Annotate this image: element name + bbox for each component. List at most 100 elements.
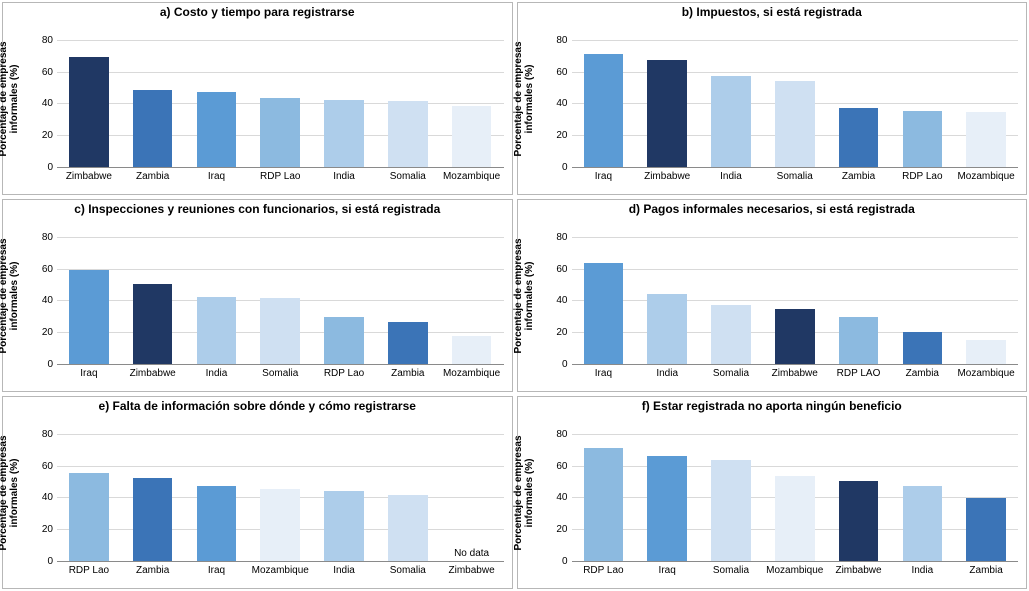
x-tick-label: Zimbabwe — [772, 365, 818, 379]
y-tick-label: 80 — [23, 233, 53, 243]
no-data-label: No data — [452, 548, 492, 559]
panel-f: f) Estar registrada no aporta ningún ben… — [517, 396, 1028, 589]
x-tick-label: RDP LAO — [837, 365, 881, 379]
y-tick-label: 60 — [538, 68, 568, 78]
panel-title: a) Costo y tiempo para registrarse — [3, 5, 512, 19]
x-tick-label: India — [333, 562, 355, 576]
gridline — [57, 269, 504, 270]
bar — [388, 495, 428, 562]
y-tick-label: 20 — [23, 525, 53, 535]
x-tick-label: Iraq — [595, 365, 612, 379]
panel-b: b) Impuestos, si está registradaPorcenta… — [517, 2, 1028, 195]
gridline — [572, 72, 1019, 73]
bar — [775, 81, 815, 168]
bar — [966, 340, 1006, 365]
bar — [260, 98, 300, 168]
y-tick-label: 80 — [538, 233, 568, 243]
bar — [69, 473, 109, 562]
bar — [388, 322, 428, 365]
y-axis-label: Porcentaje de empresas informales (%) — [513, 226, 535, 366]
y-tick-label: 0 — [538, 360, 568, 370]
x-tick-label: Mozambique — [443, 168, 500, 182]
y-tick-label: 60 — [538, 462, 568, 472]
x-tick-label: Iraq — [208, 168, 225, 182]
x-tick-label: Zambia — [391, 365, 424, 379]
bar — [69, 270, 109, 365]
y-tick-label: 40 — [23, 296, 53, 306]
y-tick-label: 40 — [538, 99, 568, 109]
bar — [324, 317, 364, 365]
x-tick-label: Zimbabwe — [66, 168, 112, 182]
y-tick-label: 0 — [538, 557, 568, 567]
x-tick-label: RDP Lao — [69, 562, 109, 576]
y-tick-label: 0 — [538, 163, 568, 173]
panel-title: d) Pagos informales necesarios, si está … — [518, 202, 1027, 216]
bar — [966, 498, 1006, 562]
bar — [197, 486, 237, 562]
bar — [324, 491, 364, 563]
x-tick-label: Zambia — [136, 168, 169, 182]
gridline — [572, 300, 1019, 301]
y-tick-label: 40 — [23, 493, 53, 503]
x-tick-label: Zambia — [136, 562, 169, 576]
gridline — [572, 237, 1019, 238]
panel-c: c) Inspecciones y reuniones con funciona… — [2, 199, 513, 392]
y-axis-label: Porcentaje de empresas informales (%) — [0, 423, 20, 563]
gridline — [572, 434, 1019, 435]
panel-d: d) Pagos informales necesarios, si está … — [517, 199, 1028, 392]
bar — [260, 298, 300, 365]
x-tick-label: India — [206, 365, 228, 379]
x-tick-label: Zimbabwe — [449, 562, 495, 576]
x-tick-label: Mozambique — [957, 168, 1014, 182]
y-tick-label: 40 — [23, 99, 53, 109]
y-tick-label: 40 — [538, 296, 568, 306]
x-tick-label: Somalia — [713, 562, 749, 576]
x-tick-label: RDP Lao — [583, 562, 623, 576]
y-tick-label: 80 — [538, 430, 568, 440]
bar — [966, 112, 1006, 168]
gridline — [57, 72, 504, 73]
plot-area: 020406080IraqZimbabweIndiaSomaliaZambiaR… — [572, 25, 1019, 168]
x-tick-label: RDP Lao — [260, 168, 300, 182]
baseline — [572, 561, 1019, 562]
y-tick-label: 60 — [538, 265, 568, 275]
bar — [133, 284, 173, 365]
x-tick-label: Zimbabwe — [130, 365, 176, 379]
bar — [197, 92, 237, 168]
bar — [388, 101, 428, 168]
y-tick-label: 20 — [538, 525, 568, 535]
x-tick-label: Zimbabwe — [835, 562, 881, 576]
x-tick-label: Somalia — [390, 168, 426, 182]
bar — [584, 263, 624, 365]
bar — [903, 332, 943, 365]
y-tick-label: 20 — [538, 131, 568, 141]
y-tick-label: 60 — [23, 462, 53, 472]
y-tick-label: 80 — [23, 430, 53, 440]
x-tick-label: Somalia — [713, 365, 749, 379]
y-tick-label: 0 — [23, 163, 53, 173]
x-tick-label: Mozambique — [766, 562, 823, 576]
x-tick-label: RDP Lao — [324, 365, 364, 379]
x-tick-label: Mozambique — [957, 365, 1014, 379]
y-tick-label: 0 — [23, 557, 53, 567]
gridline — [57, 237, 504, 238]
y-tick-label: 20 — [23, 328, 53, 338]
bar — [584, 448, 624, 562]
baseline — [572, 167, 1019, 168]
plot-area: 020406080ZimbabweZambiaIraqRDP LaoIndiaS… — [57, 25, 504, 168]
bar — [775, 309, 815, 365]
gridline — [572, 40, 1019, 41]
bar — [711, 76, 751, 168]
y-axis-label: Porcentaje de empresas informales (%) — [0, 29, 20, 169]
bar — [839, 481, 879, 562]
y-axis-label: Porcentaje de empresas informales (%) — [0, 226, 20, 366]
x-tick-label: Iraq — [659, 562, 676, 576]
bar — [133, 478, 173, 562]
gridline — [57, 434, 504, 435]
x-tick-label: Somalia — [262, 365, 298, 379]
x-tick-label: Iraq — [595, 168, 612, 182]
plot-area: 020406080IraqIndiaSomaliaZimbabweRDP LAO… — [572, 222, 1019, 365]
bar — [903, 486, 943, 562]
x-tick-label: Somalia — [390, 562, 426, 576]
x-tick-label: RDP Lao — [902, 168, 942, 182]
